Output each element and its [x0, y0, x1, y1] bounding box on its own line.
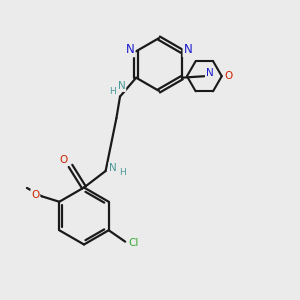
Text: O: O	[60, 155, 68, 165]
Text: N: N	[109, 163, 117, 173]
Text: N: N	[184, 43, 192, 56]
Text: N: N	[206, 68, 214, 78]
Text: N: N	[126, 43, 134, 56]
Text: H: H	[109, 87, 116, 96]
Text: Cl: Cl	[128, 238, 139, 248]
Text: O: O	[224, 71, 232, 81]
Text: H: H	[119, 168, 126, 177]
Text: N: N	[118, 81, 125, 91]
Text: O: O	[31, 190, 39, 200]
